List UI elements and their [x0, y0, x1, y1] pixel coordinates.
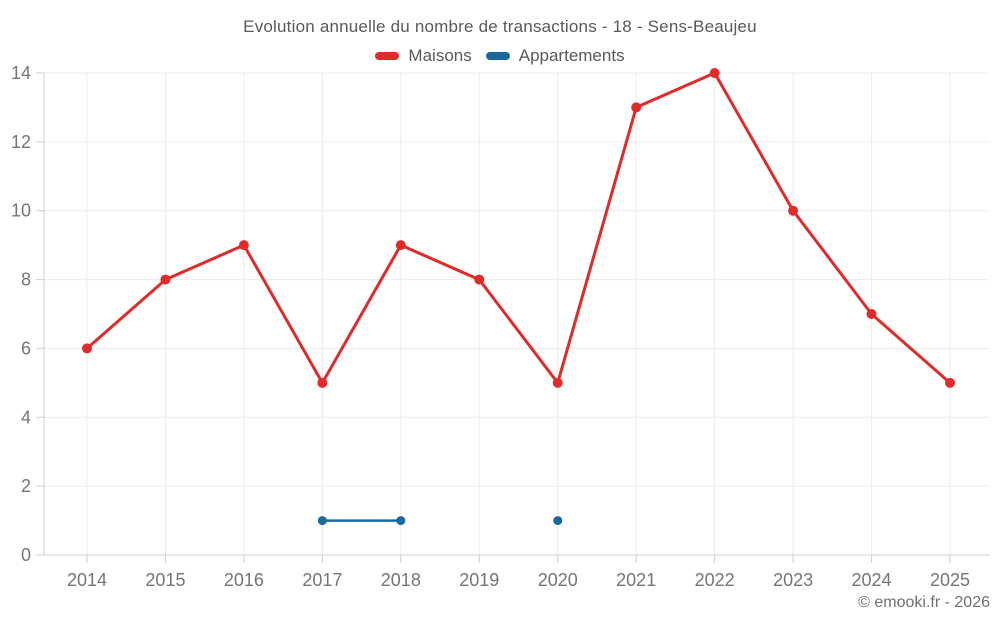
- x-axis-label-2023: 2023: [773, 570, 813, 590]
- x-axis-label-2017: 2017: [302, 570, 342, 590]
- series-appartements-point-2017[interactable]: [317, 516, 327, 526]
- legend: Maisons Appartements: [0, 46, 1000, 66]
- x-axis-label-2025: 2025: [930, 570, 970, 590]
- x-axis-label-2014: 2014: [67, 570, 107, 590]
- chart-title: Evolution annuelle du nombre de transact…: [243, 17, 757, 36]
- series-maisons-point-2025[interactable]: [945, 377, 955, 388]
- series-maisons-point-2015[interactable]: [160, 274, 171, 285]
- x-axis-label-2016: 2016: [224, 570, 264, 590]
- series-maisons-line: [85, 71, 952, 385]
- series-maisons-point-2024[interactable]: [866, 309, 877, 319]
- x-axis-label-2018: 2018: [381, 570, 421, 590]
- legend-item-maisons[interactable]: Maisons: [375, 46, 472, 66]
- x-axis-label-2022: 2022: [695, 570, 735, 590]
- x-axis-label-2019: 2019: [459, 570, 499, 590]
- series-maisons-point-2016[interactable]: [238, 240, 249, 251]
- series-maisons-point-2023[interactable]: [788, 205, 799, 216]
- y-axis-label-12: 12: [11, 132, 31, 152]
- y-axis-label-4: 4: [21, 407, 31, 427]
- legend-label-appartements: Appartements: [518, 46, 625, 65]
- series-maisons-point-2021[interactable]: [631, 102, 642, 113]
- legend-label-maisons: Maisons: [408, 46, 472, 65]
- y-axis-label-0: 0: [21, 545, 31, 565]
- y-axis-label-14: 14: [11, 63, 31, 83]
- legend-item-appartements[interactable]: Appartements: [485, 46, 625, 66]
- appartements-swatch-icon: [485, 52, 510, 60]
- copyright-text: © emooki.fr - 2026: [858, 594, 990, 611]
- x-axis-label-2015: 2015: [145, 570, 185, 590]
- series-maisons-point-2022[interactable]: [709, 68, 720, 78]
- y-axis-label-10: 10: [11, 201, 31, 221]
- series-maisons-point-2019[interactable]: [474, 274, 485, 285]
- y-axis-label-8: 8: [21, 270, 31, 290]
- y-axis-label-6: 6: [21, 338, 31, 358]
- series-appartements-point-2018[interactable]: [396, 516, 406, 526]
- x-axis-label-2021: 2021: [616, 570, 656, 590]
- y-axis-label-2: 2: [21, 476, 31, 496]
- series-appartements-point-2020[interactable]: [553, 516, 563, 526]
- x-axis-label-2024: 2024: [852, 570, 892, 590]
- series-maisons-point-2017[interactable]: [317, 377, 328, 388]
- series-maisons-point-2014[interactable]: [82, 343, 92, 354]
- series-maisons-point-2020[interactable]: [552, 377, 563, 388]
- maisons-swatch-icon: [375, 52, 400, 60]
- x-axis-label-2020: 2020: [538, 570, 578, 590]
- series-maisons-point-2018[interactable]: [395, 240, 406, 251]
